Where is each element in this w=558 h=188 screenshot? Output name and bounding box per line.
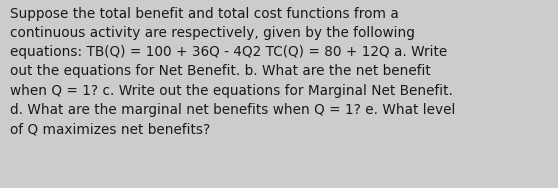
Text: Suppose the total benefit and total cost functions from a
continuous activity ar: Suppose the total benefit and total cost… bbox=[10, 7, 455, 136]
